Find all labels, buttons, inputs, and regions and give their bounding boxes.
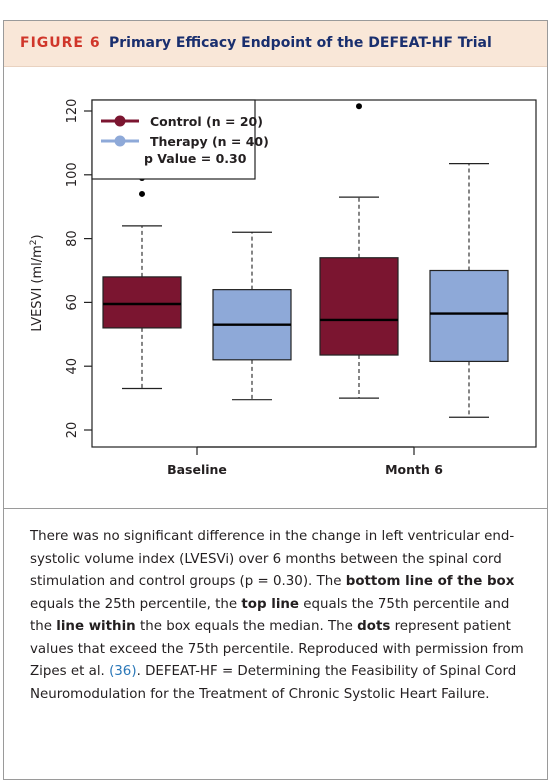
caption-bold-2: top line xyxy=(241,596,300,612)
y-tick-label: 60 xyxy=(65,294,80,311)
x-axis: Baseline Month 6 xyxy=(167,446,443,477)
caption-text-3: equals the 75th percentile and the xyxy=(30,596,510,635)
iqr-box xyxy=(102,276,182,329)
box-therapy-month6 xyxy=(429,163,509,418)
caption-text-6: . DEFEAT-HF = Determining the Feasibilit… xyxy=(30,664,517,702)
caption-text-5: represent patient values that exceed the… xyxy=(30,619,524,679)
figure-panel: FIGURE 6 Primary Efficacy Endpoint of th… xyxy=(3,20,548,780)
legend-entry-label: Therapy (n = 40) xyxy=(150,134,269,149)
y-axis-label-group: LVESVI (ml/m2) xyxy=(29,234,45,331)
boxplot-chart: LVESVI (ml/m2) 20 40 60 80 100 120 Baseline Mo… xyxy=(29,99,537,477)
figure-title: Primary Efficacy Endpoint of the DEFEAT-… xyxy=(109,35,492,51)
caption-bold-3: line within xyxy=(56,619,136,634)
legend-entry-label: Control (n = 20) xyxy=(150,114,263,129)
outlier-dot xyxy=(356,103,362,110)
y-tick-label: 120 xyxy=(65,99,80,124)
legend-p-value: p Value = 0.30 xyxy=(144,151,247,166)
y-tick-label: 20 xyxy=(65,422,80,439)
caption-bold-1: bottom line of the box xyxy=(345,574,515,589)
figure-caption: There was no significant difference in t… xyxy=(30,526,530,706)
x-tick-label: Baseline xyxy=(167,462,227,477)
legend-marker xyxy=(114,115,126,127)
caption-text-4: the box equals the median. The xyxy=(135,619,358,634)
reference-link[interactable]: (36) xyxy=(109,664,137,679)
y-axis-label: LVESVI (ml/m2) xyxy=(29,234,45,331)
caption-bold-4: dots xyxy=(357,619,391,634)
box-therapy-baseline xyxy=(212,231,292,401)
figure-number: FIGURE 6 xyxy=(20,35,101,51)
y-tick-label: 40 xyxy=(65,358,80,375)
y-tick-label: 100 xyxy=(65,162,80,187)
caption-text-1: There was no significant difference in t… xyxy=(30,529,515,589)
iqr-box xyxy=(429,269,509,363)
outlier-dot xyxy=(139,190,145,197)
iqr-box xyxy=(319,257,399,356)
boxes-group xyxy=(102,103,509,418)
legend-marker xyxy=(114,135,126,147)
caption-text-2: equals the 25th percentile, the xyxy=(30,596,242,612)
figure-header: FIGURE 6 Primary Efficacy Endpoint of th… xyxy=(4,21,547,67)
x-tick-label: Month 6 xyxy=(385,462,443,477)
box-control-month6 xyxy=(319,103,399,399)
y-tick-label: 80 xyxy=(65,230,80,247)
legend: Control (n = 20) Therapy (n = 40) p Value … xyxy=(91,99,269,180)
plot-area: LVESVI (ml/m2) 20 40 60 80 100 120 Baseline Mo… xyxy=(4,67,547,509)
box-control-baseline xyxy=(102,174,182,390)
